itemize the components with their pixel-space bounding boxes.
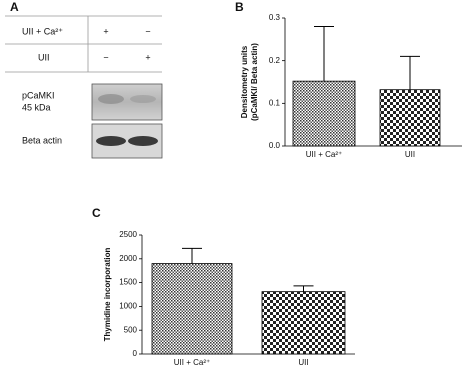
y-tick-label: 0.0 [269, 141, 281, 150]
y-axis-label: (pCaMKI/ Beta actin) [250, 43, 259, 121]
table-lines [5, 15, 162, 73]
y-tick-label: 0.2 [269, 56, 281, 65]
blot-band [96, 136, 126, 146]
blot-label: pCaMKI [22, 90, 55, 100]
y-tick-label: 1000 [119, 302, 137, 311]
bar [379, 89, 441, 147]
y-tick-label: 0.3 [269, 13, 281, 22]
table-cell: UII [38, 52, 50, 62]
table-cell: + [145, 52, 150, 62]
x-tick-label: UII + Ca²⁺ [306, 150, 342, 159]
blot-band [98, 94, 124, 104]
blot-label: 45 kDa [22, 102, 51, 112]
table-cell: − [103, 52, 108, 62]
y-tick-label: 500 [124, 325, 138, 334]
y-tick-label: 2000 [119, 254, 137, 263]
x-tick-label: UII + Ca²⁺ [174, 358, 210, 367]
y-axis-label: Densitometry units [240, 45, 249, 118]
panel-label: A [10, 0, 19, 14]
table-cell: − [145, 26, 150, 36]
panel-label: B [235, 0, 244, 14]
table-cell: + [103, 26, 108, 36]
table-cell: UII + Ca²⁺ [22, 26, 63, 36]
blot-band [130, 95, 156, 103]
y-axis-label: Thymidine incorporation [103, 247, 112, 341]
y-tick-label: 2500 [119, 230, 137, 239]
y-tick-label: 0.1 [269, 98, 281, 107]
bar [261, 291, 346, 355]
bar [151, 263, 233, 355]
blot-label: Beta actin [22, 135, 62, 145]
y-tick-label: 0 [133, 349, 138, 358]
y-tick-label: 1500 [119, 278, 137, 287]
bar [292, 80, 356, 147]
x-tick-label: UII [298, 358, 308, 367]
panel-label: C [92, 206, 101, 220]
blot-band [128, 136, 158, 146]
x-tick-label: UII [405, 150, 415, 159]
